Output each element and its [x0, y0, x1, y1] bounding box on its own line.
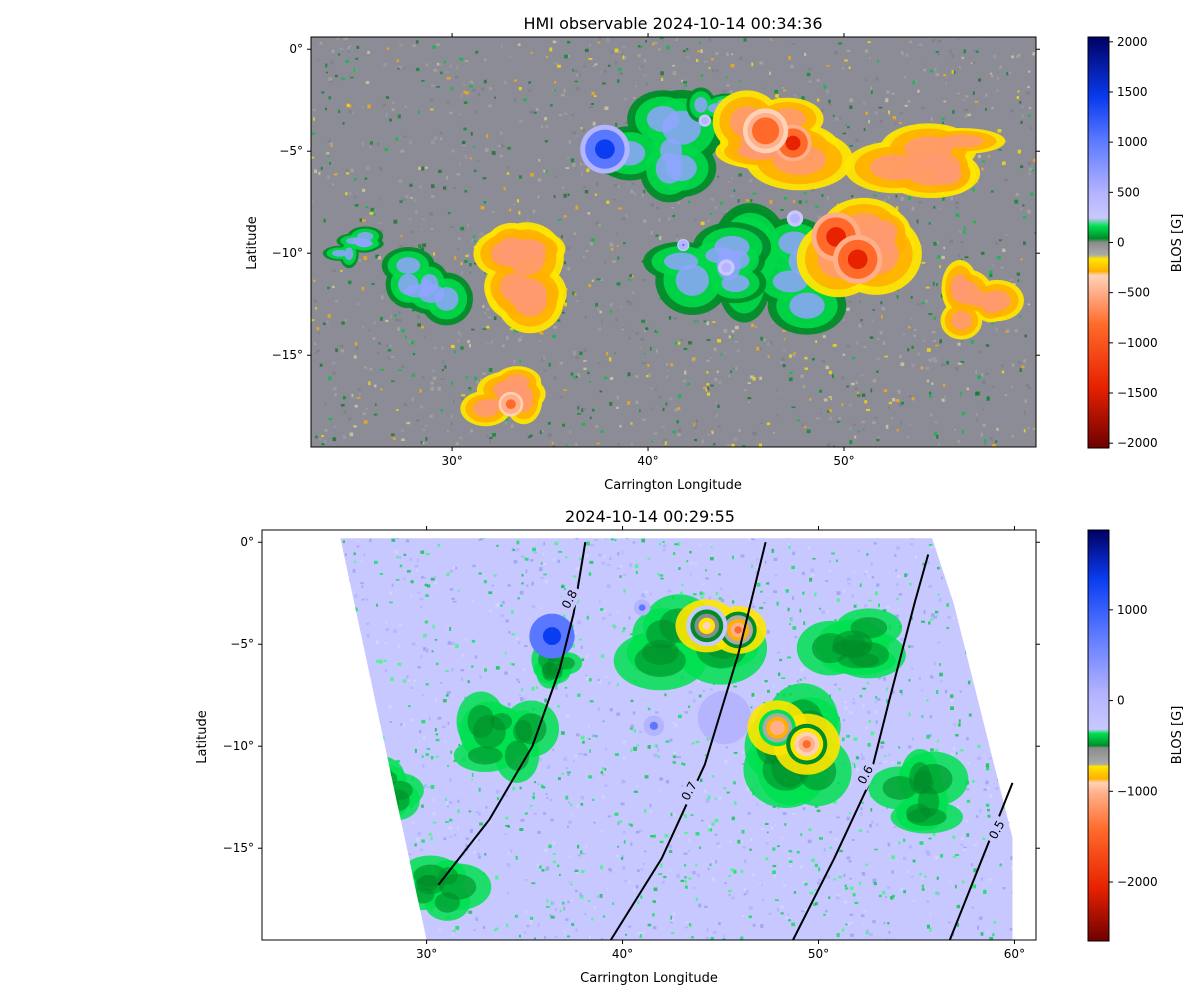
top-negative-sunspot	[498, 391, 524, 417]
bottom-ytick-label: −15°	[223, 841, 254, 855]
top-positive-plage	[396, 257, 459, 311]
bottom-ytick-label: 0°	[240, 535, 254, 549]
top-title: HMI observable 2024-10-14 00:34:36	[523, 14, 822, 33]
top-negative-plage	[869, 134, 984, 186]
bottom-negative-sunspot	[786, 723, 828, 765]
bottom-xlabel: Carrington Longitude	[580, 971, 718, 986]
top-plot-frame	[310, 36, 1037, 448]
top-colorbar-label: BLOS [G]	[1170, 214, 1185, 273]
bottom-positive-sunspot	[643, 715, 665, 737]
bottom-magnetogram-map	[340, 538, 1013, 940]
bottom-colorbar-ticks: 1000 0 −1000 −2000	[1109, 603, 1158, 889]
bottom-xtick-label: 30°	[416, 947, 437, 961]
bottom-negative-plage	[410, 864, 477, 913]
top-negative-sunspot	[742, 108, 789, 154]
top-colorbar-tick-label: 1000	[1117, 135, 1148, 149]
bottom-xtick-label: 40°	[612, 947, 633, 961]
bottom-positive-sunspot	[529, 613, 575, 659]
bottom-mu-contours: 0.80.70.60.5	[437, 541, 1014, 940]
top-xlabel: Carrington Longitude	[604, 478, 742, 493]
top-colorbar-tick-label: 500	[1117, 185, 1140, 199]
mu-contour-0.7	[609, 541, 767, 940]
bottom-colorbar-tick-label: −2000	[1117, 875, 1158, 889]
bottom-ytick-label: −10°	[223, 739, 254, 753]
bottom-ytick-label: −5°	[230, 637, 254, 651]
top-colorbar: 2000 1500 1000 500 0 −500 −1000 −1500 −2000 BLOS…	[1087, 35, 1185, 450]
top-colorbar-bar	[1087, 36, 1110, 449]
top-colorbar-tick-label: −1000	[1117, 336, 1158, 350]
bottom-colorbar-bar	[1087, 529, 1110, 942]
bottom-colorbar-tick-label: 0	[1117, 694, 1125, 708]
top-ytick-label: −15°	[272, 348, 303, 362]
top-xtick-label: 40°	[637, 454, 658, 468]
top-positive-sunspot	[718, 259, 735, 276]
top-positive-sunspot	[677, 238, 690, 252]
top-colorbar-ticks: 2000 1500 1000 500 0 −500 −1000 −1500 −2000	[1109, 35, 1158, 450]
top-ylabel: Latitude	[245, 216, 260, 270]
bottom-plot-frame	[261, 529, 1037, 941]
top-positive-sunspot	[580, 124, 630, 174]
top-negative-plage	[490, 237, 548, 317]
mu-contour-0.6	[792, 554, 930, 940]
bottom-axes: 30° 40° 50° 60° 0° −5° −10° −15°	[223, 526, 1040, 961]
bottom-positive-sunspot	[633, 599, 651, 616]
contour-label-background	[983, 814, 1010, 846]
top-xtick-label: 30°	[441, 454, 462, 468]
bottom-negative-plage	[811, 617, 890, 669]
bottom-title: 2024-10-14 00:29:55	[565, 507, 735, 526]
top-positive-sunspot	[698, 114, 712, 127]
top-negative-sunspot	[833, 234, 883, 284]
bottom-ylabel: Latitude	[195, 710, 210, 764]
top-colorbar-tick-label: −500	[1117, 286, 1150, 300]
top-axes: 30° 40° 50° 0° −5° −10° −15°	[272, 33, 1040, 468]
top-positive-plage	[603, 106, 701, 184]
bottom-colorbar: 1000 0 −1000 −2000 BLOS [G]	[1087, 529, 1185, 942]
top-colorbar-tick-label: 0	[1117, 236, 1125, 250]
top-magnetogram-map	[311, 37, 1036, 447]
top-ytick-label: 0°	[289, 42, 303, 56]
top-colorbar-tick-label: −1500	[1117, 386, 1158, 400]
bottom-footprint-content	[340, 538, 1013, 940]
bottom-colorbar-tick-label: 1000	[1117, 603, 1148, 617]
top-negative-plage	[950, 274, 1011, 331]
contour-label-background	[676, 775, 703, 807]
bottom-xtick-label: 50°	[808, 947, 829, 961]
bottom-xtick-label: 60°	[1004, 947, 1025, 961]
bottom-colorbar-label: BLOS [G]	[1170, 706, 1185, 765]
top-ytick-label: −10°	[272, 246, 303, 260]
bottom-plot: 0.80.70.60.5 30° 40° 50° 60° 0° −5° −10° −15°	[223, 526, 1040, 961]
top-colorbar-tick-label: 1500	[1117, 85, 1148, 99]
bottom-negative-sunspot	[686, 605, 728, 647]
bottom-negative-plage	[882, 762, 953, 827]
top-positive-sunspot	[786, 210, 804, 227]
top-colorbar-tick-label: 2000	[1117, 35, 1148, 49]
mu-contour-0.5	[948, 782, 1014, 940]
top-ytick-label: −5°	[279, 144, 303, 158]
contour-label-background	[556, 584, 583, 615]
bottom-negative-sunspot	[758, 709, 796, 747]
top-positive-plage	[332, 231, 374, 261]
bottom-colorbar-tick-label: −1000	[1117, 784, 1158, 798]
top-plot: 30° 40° 50° 0° −5° −10° −15°	[272, 33, 1040, 468]
top-xtick-label: 50°	[833, 454, 854, 468]
top-colorbar-tick-label: −2000	[1117, 436, 1158, 450]
contour-label-background	[852, 759, 879, 791]
